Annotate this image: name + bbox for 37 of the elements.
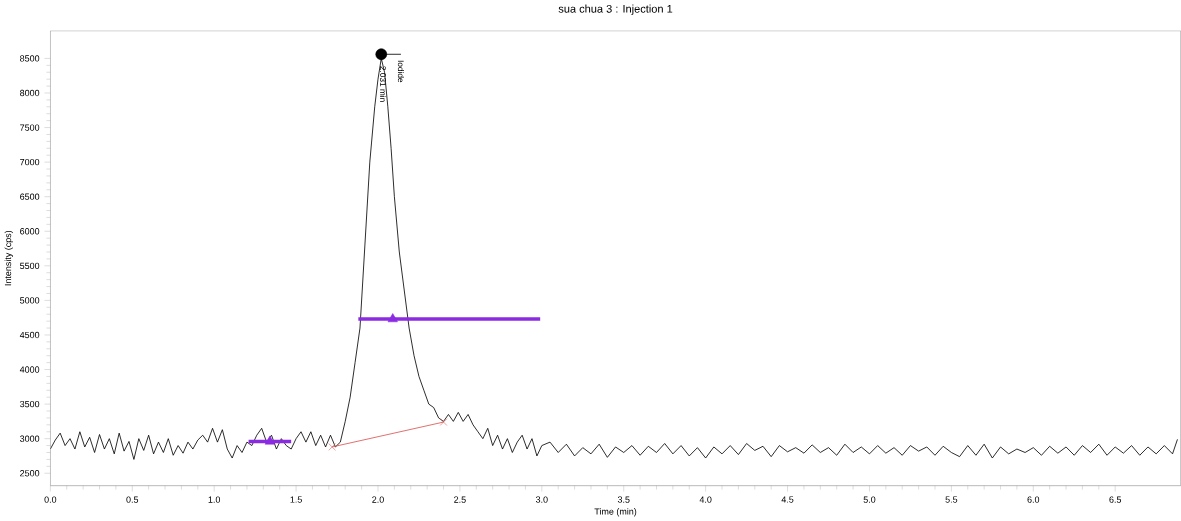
point: [375, 48, 388, 61]
y-tick-label: 2500: [20, 470, 40, 477]
y-tick-label: 3000: [20, 435, 40, 442]
point: [439, 418, 448, 426]
x-tick-label: 6.5: [1109, 496, 1122, 503]
y-tick-label: 8500: [20, 55, 40, 62]
x-tick-label: 1.0: [208, 496, 221, 503]
x-tick-label: 1.5: [290, 496, 302, 503]
x-tick-label: 2.0: [372, 496, 384, 503]
x-tick-label: 2.5: [454, 496, 466, 503]
point: [387, 313, 398, 323]
y-tick-label: 4500: [19, 331, 40, 339]
annotation: 2.031 min: [380, 66, 387, 102]
point: [328, 443, 336, 451]
y-tick-label: 6000: [20, 228, 40, 235]
point: [264, 435, 275, 445]
y-tick-label: 4000: [19, 366, 40, 373]
y-axis-title: Intensity (cps): [4, 230, 13, 286]
x-tick-label: 6.0: [1027, 496, 1040, 503]
x-tick-label: 0.0: [44, 496, 57, 503]
x-tick-label: 5.0: [863, 496, 876, 503]
y-tick-label: 5500: [20, 262, 40, 269]
y-tick-label: 3500: [20, 400, 40, 408]
x-tick-label: 3.5: [617, 496, 630, 503]
chart-title: sua chua 3 : Injection 1: [558, 4, 673, 15]
x-tick-label: 4.0: [699, 496, 712, 503]
y-tick-label: 8000: [20, 89, 40, 97]
x-tick-label: 3.0: [535, 496, 548, 503]
x-axis-title: Time (min): [594, 508, 637, 517]
x-tick-label: 4.5: [781, 496, 794, 503]
y-tick-label: 7000: [20, 158, 40, 166]
y-tick-label: 6500: [20, 193, 40, 200]
y-tick-label: 5000: [20, 297, 40, 304]
x-tick-label: 0.5: [126, 496, 139, 503]
y-tick-label: 7500: [20, 124, 40, 131]
annotation: Iodide: [397, 60, 404, 83]
x-tick-label: 5.5: [945, 496, 958, 503]
